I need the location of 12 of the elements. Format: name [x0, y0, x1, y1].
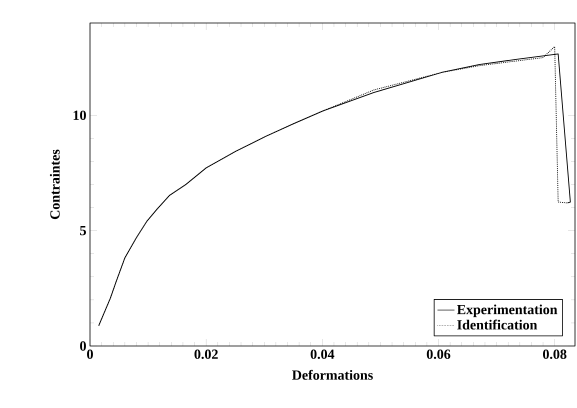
legend-label: Identification [457, 320, 538, 330]
y-tick-label: 10 [74, 110, 86, 120]
x-tick-label: 0.08 [543, 350, 566, 359]
legend-label: Experimentation [457, 304, 558, 318]
x-axis-title: Deformations [292, 370, 373, 380]
x-tick-label: 0.04 [310, 350, 334, 359]
y-tick-label: 0 [80, 341, 86, 351]
x-tick-label: 0 [87, 350, 93, 359]
x-tick-label: 0.02 [194, 350, 218, 359]
y-axis-title: Contraintes [50, 150, 60, 220]
x-tick-label: 0.06 [426, 350, 450, 359]
y-tick-label: 5 [80, 226, 86, 236]
